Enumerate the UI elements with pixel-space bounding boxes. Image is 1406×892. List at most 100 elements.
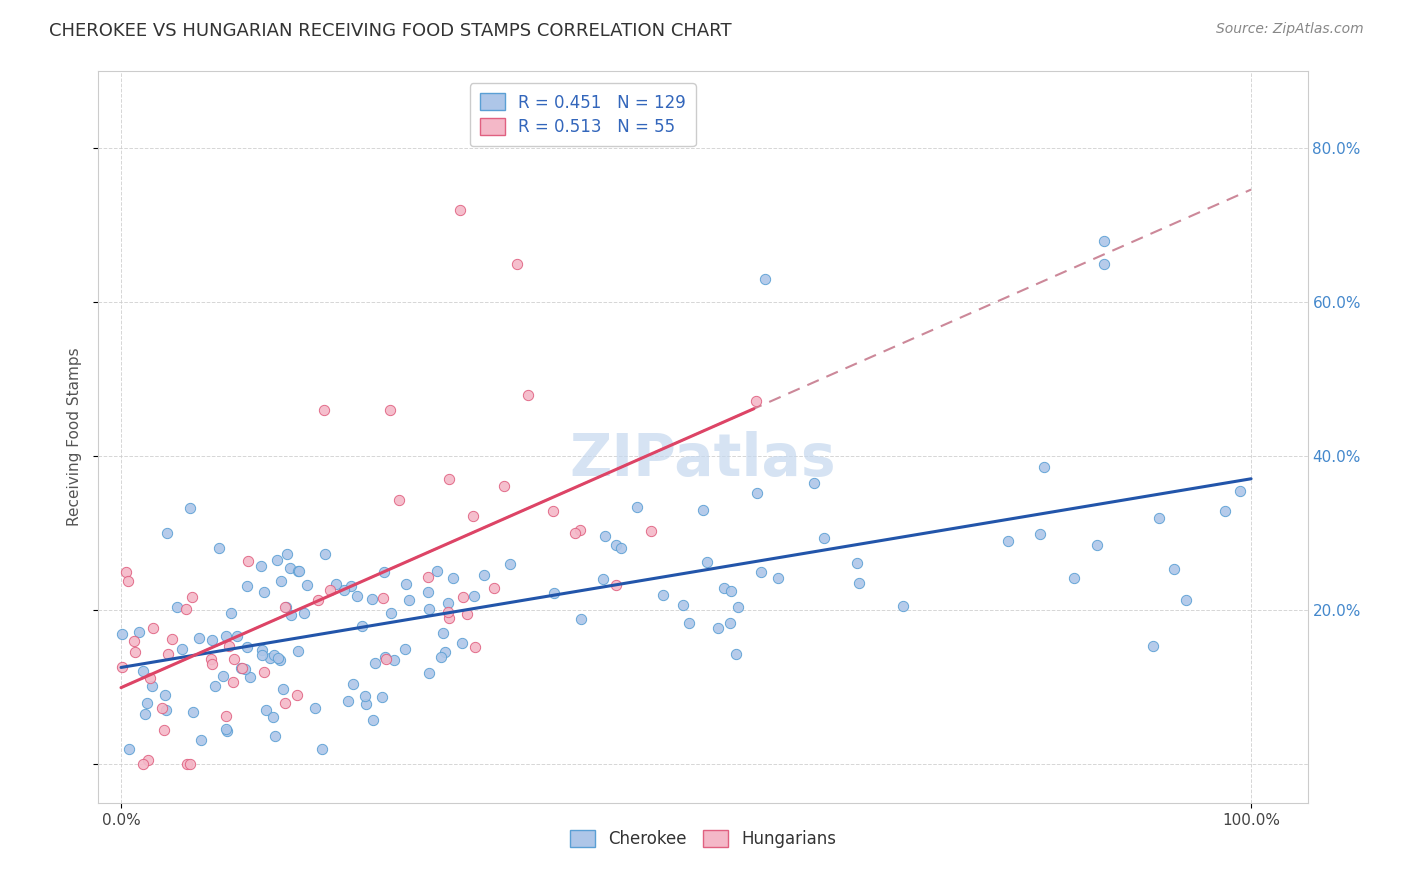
Point (724, 648, 747, 662)
Point (110, 627, 132, 641)
Point (374, 649, 396, 664)
Point (543, 586, 565, 600)
Point (433, 644, 456, 658)
Point (416, 570, 439, 584)
Point (160, 632, 183, 647)
Point (418, 665, 440, 680)
Point (718, 615, 741, 630)
Point (364, 656, 387, 670)
Point (494, 479, 516, 493)
Point (250, 648, 273, 662)
Point (605, 538, 627, 552)
Point (846, 556, 869, 570)
Point (215, 708, 238, 723)
Point (713, 581, 735, 595)
Point (235, 640, 257, 654)
Point (117, 574, 139, 589)
Point (593, 529, 616, 543)
Point (287, 644, 309, 658)
Point (262, 710, 284, 724)
Legend: Cherokee, Hungarians: Cherokee, Hungarians (561, 822, 845, 856)
Point (449, 202, 471, 217)
Point (319, 582, 342, 597)
Point (155, 688, 177, 702)
Point (1085, 539, 1108, 553)
Point (236, 554, 259, 568)
Point (250, 558, 273, 573)
Point (174, 601, 197, 615)
Point (166, 599, 188, 614)
Point (378, 403, 401, 417)
Point (340, 579, 363, 593)
Point (436, 605, 458, 619)
Point (361, 713, 384, 727)
Point (176, 757, 198, 772)
Point (418, 585, 440, 599)
Point (287, 564, 309, 578)
Point (720, 583, 742, 598)
Point (156, 526, 179, 541)
Point (605, 578, 627, 592)
Point (325, 576, 347, 591)
Point (451, 636, 474, 650)
Point (1229, 483, 1251, 498)
Point (707, 621, 730, 635)
Point (200, 652, 222, 666)
Point (190, 732, 212, 747)
Point (239, 670, 262, 684)
Point (236, 579, 259, 593)
Point (254, 702, 277, 716)
Point (307, 592, 329, 607)
Point (361, 591, 384, 606)
Point (1063, 571, 1085, 585)
Point (288, 564, 311, 578)
Point (394, 642, 416, 657)
Point (141, 679, 163, 693)
Point (610, 541, 633, 556)
Point (848, 575, 870, 590)
Point (626, 500, 648, 515)
Point (215, 722, 238, 736)
Point (217, 724, 239, 739)
Point (813, 531, 835, 545)
Point (276, 547, 298, 561)
Point (118, 742, 141, 756)
Point (201, 632, 224, 647)
Point (115, 565, 138, 579)
Point (250, 643, 273, 657)
Point (350, 619, 373, 633)
Point (314, 547, 336, 561)
Point (516, 388, 538, 402)
Point (745, 394, 768, 409)
Point (269, 653, 291, 667)
Point (201, 657, 224, 671)
Point (395, 577, 418, 591)
Point (1029, 527, 1052, 541)
Point (274, 696, 297, 710)
Point (266, 552, 288, 566)
Point (382, 653, 405, 667)
Point (259, 651, 281, 665)
Point (1149, 511, 1171, 525)
Point (215, 629, 238, 643)
Point (128, 624, 150, 639)
Point (124, 645, 146, 659)
Point (371, 591, 394, 606)
Point (314, 403, 336, 417)
Point (652, 588, 675, 602)
Point (696, 555, 718, 569)
Point (179, 501, 201, 516)
Point (181, 591, 204, 605)
Point (437, 610, 460, 624)
Point (692, 503, 714, 517)
Point (463, 589, 485, 603)
Point (569, 523, 592, 537)
Point (253, 585, 276, 599)
Point (333, 582, 356, 597)
Point (222, 675, 245, 690)
Point (226, 628, 249, 642)
Point (136, 753, 159, 767)
Point (134, 706, 156, 721)
Point (482, 581, 505, 595)
Point (356, 698, 378, 712)
